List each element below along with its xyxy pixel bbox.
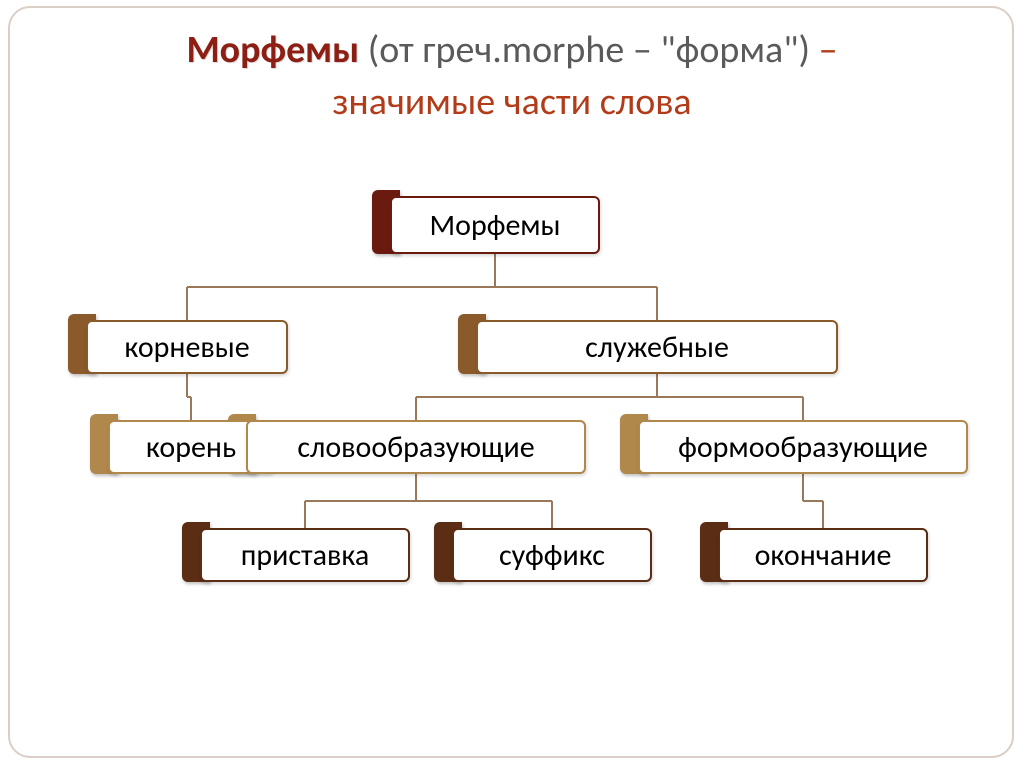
node-bot3: окончание — [718, 528, 928, 582]
node-label-root: Морфемы — [430, 207, 561, 244]
connectors-layer — [0, 0, 1024, 768]
node-label-bot3: окончание — [755, 537, 892, 574]
node-label-bot2: суффикс — [499, 537, 605, 574]
node-label-left1: корневые — [124, 329, 249, 366]
node-label-mid_l: словообразующие — [297, 429, 534, 466]
node-label-bot1: приставка — [241, 537, 369, 574]
node-mid_r: формообразующие — [638, 420, 968, 474]
node-label-mid_r: формообразующие — [678, 429, 928, 466]
node-bot2: суффикс — [452, 528, 652, 582]
node-left1: корневые — [86, 320, 288, 374]
node-bot1: приставка — [200, 528, 410, 582]
node-right1: служебные — [476, 320, 838, 374]
node-mid_l: словообразующие — [246, 420, 586, 474]
node-root: Морфемы — [390, 196, 600, 254]
node-label-right1: служебные — [585, 329, 729, 366]
node-label-leaf_l: корень — [146, 429, 236, 466]
